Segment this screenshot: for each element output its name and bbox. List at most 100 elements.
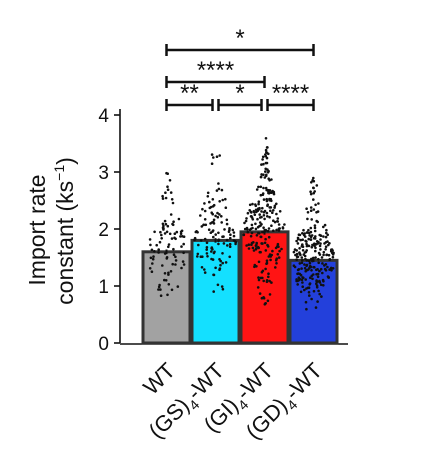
data-point (262, 211, 266, 214)
data-point (203, 209, 207, 213)
data-point (168, 232, 172, 236)
data-point (305, 231, 309, 234)
data-point (308, 282, 312, 285)
data-point (263, 217, 266, 221)
data-point (171, 201, 175, 205)
data-point (157, 251, 160, 254)
data-point (274, 266, 277, 269)
data-point (269, 206, 273, 209)
data-point (275, 212, 278, 216)
data-point (261, 230, 264, 234)
data-point (317, 289, 320, 293)
data-point (308, 294, 311, 297)
data-point (325, 253, 329, 257)
data-point (218, 268, 221, 272)
data-point (195, 230, 198, 233)
data-point (316, 275, 320, 279)
data-point (167, 283, 171, 286)
data-point (182, 251, 185, 255)
data-point (305, 240, 308, 243)
data-point (259, 276, 263, 280)
data-point (305, 287, 308, 290)
data-point (157, 288, 160, 291)
data-point (231, 228, 235, 232)
data-point (210, 211, 213, 214)
data-point (212, 218, 216, 222)
data-point (220, 221, 223, 224)
data-point (159, 288, 162, 291)
bar (190, 238, 241, 345)
data-point (258, 221, 262, 224)
data-point (315, 184, 319, 187)
data-point (221, 261, 224, 265)
data-point (271, 249, 274, 253)
data-point (310, 181, 313, 184)
data-point (270, 224, 273, 227)
data-point (262, 186, 265, 190)
data-point (228, 245, 232, 248)
data-point (322, 225, 325, 229)
data-point (212, 251, 216, 255)
data-point (254, 247, 258, 250)
data-point (232, 239, 236, 242)
data-point (266, 299, 270, 303)
data-point (322, 235, 325, 238)
data-point (205, 246, 209, 249)
data-point (269, 209, 272, 213)
data-point (250, 223, 254, 227)
data-point (179, 235, 182, 238)
data-point (305, 307, 308, 311)
data-point (224, 261, 228, 264)
data-point (300, 278, 304, 282)
data-point (148, 267, 152, 270)
data-point (219, 259, 222, 263)
data-point (312, 289, 316, 293)
data-point (326, 233, 330, 237)
data-point (267, 255, 271, 258)
data-point (199, 239, 203, 242)
data-point (225, 222, 229, 226)
data-point (206, 195, 210, 198)
data-point (221, 287, 225, 291)
data-point (210, 153, 214, 156)
data-point (252, 249, 256, 252)
data-point (257, 260, 261, 264)
data-point (268, 279, 271, 283)
data-point (264, 148, 268, 152)
data-point (250, 215, 253, 218)
data-point (264, 228, 268, 232)
data-point (328, 268, 331, 271)
data-point (172, 247, 175, 251)
data-point (267, 235, 271, 239)
data-point (245, 244, 248, 247)
data-point (245, 226, 249, 230)
data-point (260, 270, 264, 274)
data-point (295, 258, 299, 261)
data-point (258, 216, 262, 219)
data-point (312, 179, 316, 183)
data-point (212, 290, 215, 293)
data-point (251, 202, 254, 206)
data-point (299, 253, 302, 257)
data-point (220, 188, 224, 192)
data-point (218, 154, 221, 157)
data-point (217, 231, 220, 235)
data-point (295, 278, 298, 281)
data-point (255, 234, 259, 237)
x-tick-label: WT (138, 358, 180, 400)
data-point (197, 243, 200, 247)
data-point (244, 219, 248, 223)
data-point (278, 249, 281, 253)
data-point (302, 228, 305, 232)
data-point (272, 229, 275, 232)
data-point (301, 258, 304, 262)
data-point (160, 233, 163, 237)
data-point (307, 291, 311, 294)
data-point (260, 163, 263, 166)
data-point (259, 175, 263, 179)
data-point (272, 219, 275, 222)
data-point (326, 265, 329, 269)
data-point (224, 197, 227, 201)
data-point (313, 237, 317, 240)
data-point (232, 234, 236, 238)
